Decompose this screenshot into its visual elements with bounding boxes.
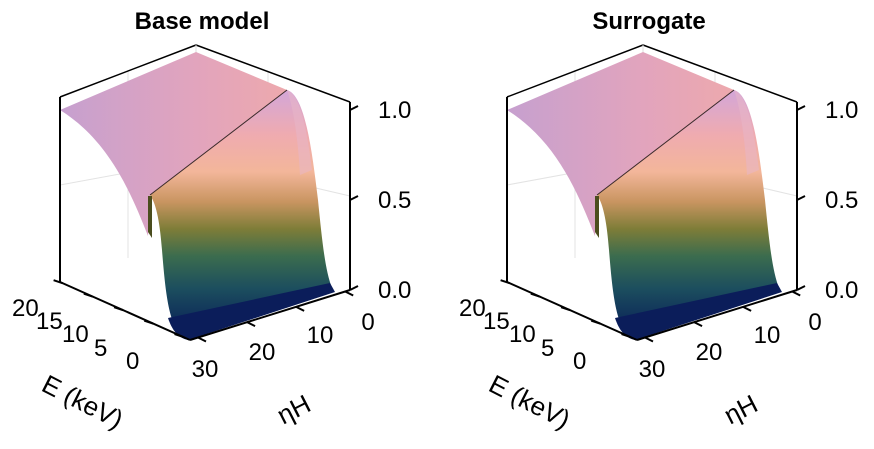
y-tick (693, 321, 703, 328)
z-tick-label: 1.0 (378, 97, 411, 124)
x-tick-label: 15 (483, 308, 510, 335)
y-axis-label: ηH (719, 389, 762, 431)
x-tick-label: 20 (12, 295, 39, 322)
box-edge (59, 44, 197, 98)
z-tick (349, 195, 359, 201)
surface-notch (595, 196, 599, 238)
y-tick-label: 10 (307, 322, 334, 349)
x-axis-label: E (keV) (484, 369, 575, 435)
y-tick (742, 305, 752, 312)
y-axis-label: ηH (272, 389, 315, 431)
z-tick (349, 285, 359, 291)
x-tick (174, 333, 184, 339)
x-tick-label: 10 (62, 321, 89, 348)
z-tick (349, 105, 359, 111)
y-tick-label: 30 (639, 356, 666, 383)
ridge-highlight (734, 90, 759, 175)
box-edge (195, 44, 351, 103)
y-axis-line (636, 289, 798, 341)
z-tick-label: 1.0 (825, 97, 858, 124)
x-tick (113, 306, 124, 312)
y-tick (246, 321, 256, 328)
surface-top-plateau (507, 52, 734, 236)
y-tick-label: 0 (808, 309, 821, 336)
chart-title: Surrogate (592, 8, 705, 35)
x-tick-label: 5 (541, 335, 554, 362)
x-tick-label: 20 (459, 295, 486, 322)
x-tick (83, 292, 94, 298)
surface-crease (596, 89, 735, 196)
y-tick-label: 20 (696, 339, 723, 366)
x-tick-label: 5 (94, 335, 107, 362)
x-tick (500, 279, 510, 285)
y-axis-line (189, 289, 351, 341)
x-tick (53, 279, 63, 285)
surface-crease (149, 89, 288, 196)
box-edge (506, 44, 644, 98)
y-tick-label: 30 (192, 356, 219, 383)
y-tick-label: 10 (754, 322, 781, 349)
x-tick (590, 319, 601, 325)
x-tick-label: 15 (36, 308, 63, 335)
x-tick (530, 292, 541, 298)
x-tick-label: 0 (126, 348, 139, 375)
z-tick (796, 285, 806, 291)
x-axis-line (59, 281, 191, 341)
y-tick (791, 290, 801, 297)
y-tick (644, 336, 654, 343)
z-tick-label: 0.0 (825, 277, 858, 304)
y-tick (344, 290, 354, 297)
z-tick-label: 0.5 (825, 187, 858, 214)
surface-top-plateau (60, 52, 287, 236)
surface-front-face (150, 90, 332, 338)
x-tick-label: 0 (573, 348, 586, 375)
z-tick (796, 195, 806, 201)
x-tick (560, 306, 571, 312)
chart-title: Base model (135, 8, 270, 35)
x-tick-label: 10 (509, 321, 536, 348)
x-axis-line (506, 281, 638, 341)
surface-front-face (597, 90, 779, 338)
y-tick-label: 20 (249, 339, 276, 366)
surface-floor-ribbon (615, 283, 782, 340)
x-tick (621, 333, 631, 339)
z-tick (796, 105, 806, 111)
x-axis-label: E (keV) (37, 369, 128, 435)
box-edge (642, 44, 798, 103)
z-tick-label: 0.0 (378, 277, 411, 304)
ridge-highlight (287, 90, 312, 175)
y-tick-label: 0 (361, 309, 374, 336)
x-tick (143, 319, 154, 325)
y-tick (295, 305, 305, 312)
surface-notch (148, 196, 152, 238)
y-tick (197, 336, 207, 343)
surface-floor-ribbon (168, 283, 335, 340)
z-tick-label: 0.5 (378, 187, 411, 214)
